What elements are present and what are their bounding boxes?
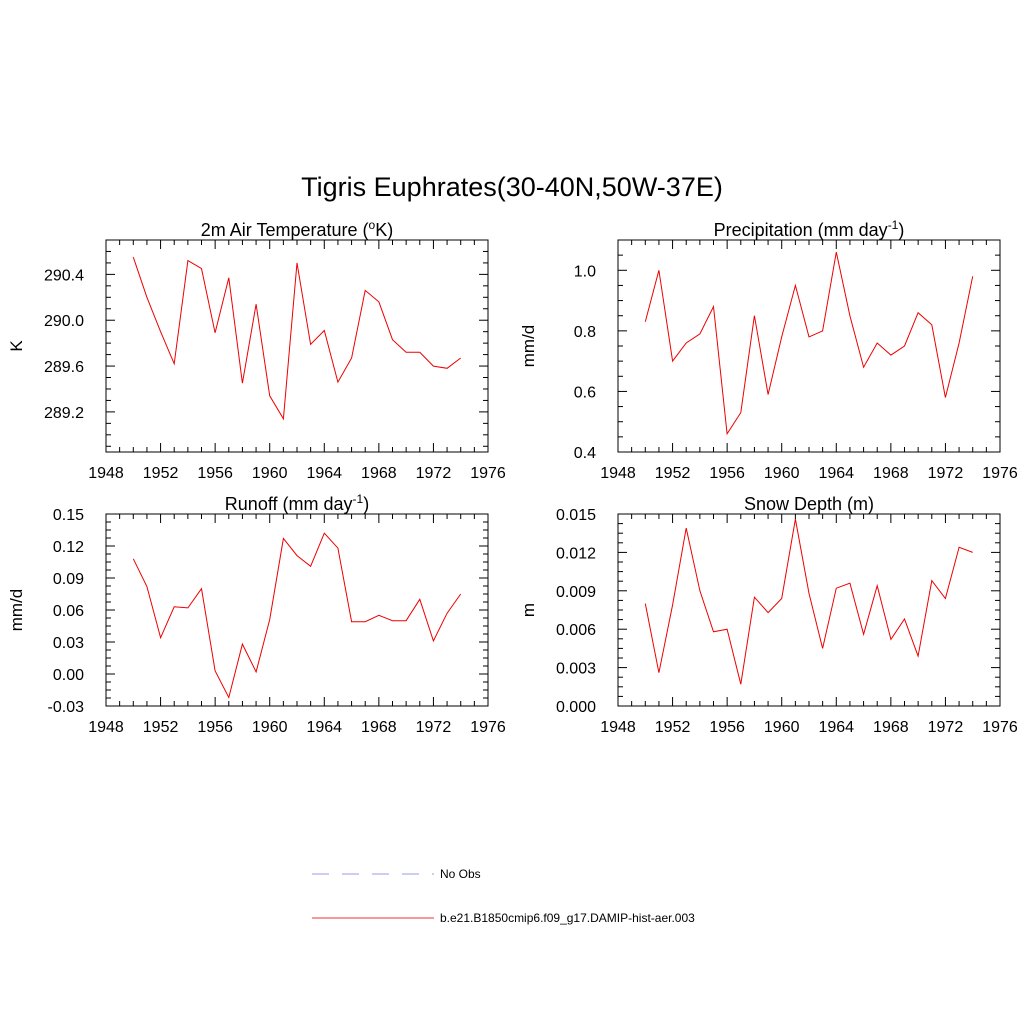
plot-frame	[617, 513, 1001, 707]
x-tick-label: 1948	[600, 719, 636, 736]
y-axis-label: m	[519, 603, 538, 617]
y-axis-label: K	[7, 340, 26, 352]
y-tick-label: 0.015	[556, 507, 596, 524]
x-tick-label: 1964	[818, 719, 854, 736]
x-tick-label: 1948	[88, 719, 124, 736]
x-tick-label: 1964	[306, 719, 342, 736]
plot-frame	[617, 239, 1001, 453]
x-tick-label: 1952	[655, 719, 691, 736]
x-tick-label: 1948	[88, 465, 124, 482]
x-tick-label: 1952	[143, 465, 179, 482]
y-tick-label: 1.0	[574, 263, 596, 280]
y-axis-label: mm/d	[7, 589, 26, 632]
legend: No Obs b.e21.B1850cmip6.f09_g17.DAMIP-his…	[312, 867, 695, 925]
y-axis-label: mm/d	[519, 325, 538, 368]
x-tick-label: 1976	[982, 465, 1018, 482]
y-tick-label: 0.003	[556, 661, 596, 678]
x-tick-label: 1956	[709, 465, 745, 482]
x-tick-label: 1948	[600, 465, 636, 482]
y-tick-label: -0.03	[48, 699, 85, 716]
y-tick-label: 0.4	[574, 445, 596, 462]
x-tick-label: 1976	[982, 719, 1018, 736]
x-tick-label: 1972	[416, 465, 452, 482]
series-line	[132, 257, 462, 421]
panel-title: Runoff (mm day-1)	[225, 492, 369, 514]
panel-3: Runoff (mm day-1) 1948 1952 1956 1960 1964 196…	[7, 492, 506, 736]
x-tick-label: 1952	[143, 719, 179, 736]
y-tick-label: 0.009	[556, 584, 596, 601]
y-tick-label: 0.03	[53, 635, 84, 652]
y-tick-label: 290.0	[44, 313, 84, 330]
y-tick-label: 0.6	[574, 384, 596, 401]
figure-title: Tigris Euphrates(30-40N,50W-37E)	[301, 172, 723, 202]
panel-title: Precipitation (mm day-1)	[714, 218, 905, 240]
y-tick-label: 0.006	[556, 622, 596, 639]
y-tick-label: 0.000	[556, 699, 596, 716]
legend-label: b.e21.B1850cmip6.f09_g17.DAMIP-hist-aer.…	[440, 911, 695, 925]
x-tick-label: 1968	[873, 465, 909, 482]
y-tick-label: 0.06	[53, 603, 84, 620]
y-tick-label: 289.6	[44, 359, 84, 376]
panel-2: Precipitation (mm day-1) 1948 1952 1956 1960…	[519, 218, 1018, 482]
x-tick-label: 1956	[197, 719, 233, 736]
y-tick-label: 290.4	[44, 267, 84, 284]
x-tick-label: 1964	[818, 465, 854, 482]
x-tick-label: 1956	[709, 719, 745, 736]
y-tick-label: 0.00	[53, 667, 84, 684]
x-tick-label: 1968	[873, 719, 909, 736]
series-line	[644, 251, 974, 436]
x-tick-label: 1960	[764, 719, 800, 736]
series-line	[132, 532, 462, 699]
x-tick-label: 1964	[306, 465, 342, 482]
x-tick-label: 1960	[252, 465, 288, 482]
panel-title: 2m Air Temperature (oK)	[201, 218, 393, 240]
y-tick-label: 0.012	[556, 545, 596, 562]
y-tick-label: 0.09	[53, 571, 84, 588]
x-tick-label: 1952	[655, 465, 691, 482]
x-tick-label: 1972	[416, 719, 452, 736]
chart-panels: 2m Air Temperature (oK) 1948 1952 1956 1960 1…	[7, 218, 1018, 736]
plot-frame	[105, 513, 489, 707]
panel-title: Snow Depth (m)	[744, 494, 874, 514]
plot-frame	[105, 239, 489, 453]
panel-4: Snow Depth (m) 1948 1952 1956 1960 1964 1968 19…	[519, 494, 1018, 736]
x-tick-label: 1956	[197, 465, 233, 482]
y-tick-label: 0.12	[53, 539, 84, 556]
x-tick-label: 1972	[928, 465, 964, 482]
y-tick-label: 0.15	[53, 507, 84, 524]
panel-1: 2m Air Temperature (oK) 1948 1952 1956 1960 1…	[7, 218, 506, 482]
series-line	[644, 519, 973, 685]
x-tick-label: 1960	[764, 465, 800, 482]
x-tick-label: 1960	[252, 719, 288, 736]
x-tick-label: 1976	[470, 465, 506, 482]
legend-label: No Obs	[440, 867, 481, 881]
x-tick-label: 1972	[928, 719, 964, 736]
x-tick-label: 1968	[361, 465, 397, 482]
y-tick-label: 0.8	[574, 324, 596, 341]
x-tick-label: 1968	[361, 719, 397, 736]
y-tick-label: 289.2	[44, 405, 84, 422]
x-tick-label: 1976	[470, 719, 506, 736]
